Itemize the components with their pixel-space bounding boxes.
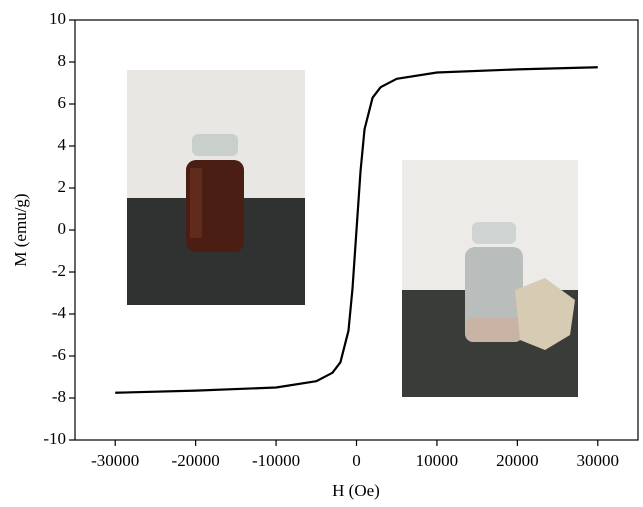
y-tick-label: -8 xyxy=(52,387,66,406)
chart: H (Oe) M (emu/g) -10 -8 -6 -4 -2 0 2 4 6 8 10 -3000… xyxy=(0,0,643,507)
x-tick-label: -20000 xyxy=(172,451,220,470)
x-tick-label: 20000 xyxy=(496,451,539,470)
y-tick-label: 4 xyxy=(58,135,67,154)
y-tick-label: 2 xyxy=(58,177,67,196)
y-tick-label: 0 xyxy=(58,219,67,238)
inset-photo-dark-solution xyxy=(127,70,305,305)
y-axis-label: M (emu/g) xyxy=(11,193,30,266)
x-tick-label: -10000 xyxy=(252,451,300,470)
inset-photo-clear-solution xyxy=(402,160,578,397)
y-tick-label: -2 xyxy=(52,261,66,280)
y-tick-label: 6 xyxy=(58,93,67,112)
y-tick-label: -10 xyxy=(43,429,66,448)
x-tick-label: 30000 xyxy=(577,451,620,470)
y-tick-label: -6 xyxy=(52,345,66,364)
x-axis-label: H (Oe) xyxy=(332,481,380,500)
x-tick-label: -30000 xyxy=(91,451,139,470)
y-tick-label: 8 xyxy=(58,51,67,70)
x-tick-label: 0 xyxy=(352,451,361,470)
y-tick-label: -4 xyxy=(52,303,67,322)
x-tick-label: 10000 xyxy=(416,451,459,470)
y-tick-label: 10 xyxy=(49,9,66,28)
